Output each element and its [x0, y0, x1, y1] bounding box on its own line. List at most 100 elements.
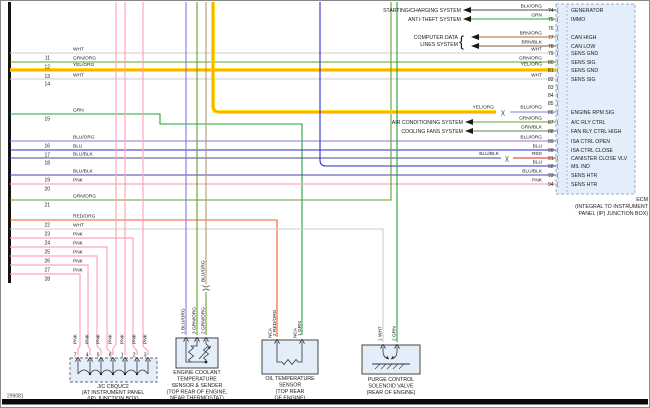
- terminal-chevron: [134, 356, 140, 362]
- ecm-pin-num: 85: [548, 101, 554, 107]
- wire-pin-label: 1 WHT: [378, 326, 384, 341]
- pin-num: 17: [44, 153, 50, 159]
- splice-rpm: )(: [501, 111, 505, 117]
- resistor-symbol: [187, 345, 195, 363]
- purge-wire: [390, 347, 398, 360]
- label-canister-left: BLU/BLK: [479, 151, 500, 157]
- pin-num: 5: [97, 353, 100, 359]
- oil-caption-1: OIL TEMPERATURE: [265, 376, 315, 382]
- pin-terminal: (: [557, 25, 560, 32]
- doc-number: 299081: [7, 394, 24, 400]
- pin-terminal: (: [557, 50, 560, 57]
- wire-color-label: BLU: [533, 144, 543, 150]
- purge-caption-2: SOLENOID VALVE: [368, 384, 414, 390]
- pin-num: 2: [133, 353, 136, 359]
- terminal-chevron: [75, 356, 81, 362]
- jc-caption-3: (IP) JUNCTION BOX): [87, 396, 138, 402]
- wire-color-label: RED/ORG: [73, 214, 96, 220]
- ecm-pin-num: 90: [548, 148, 554, 154]
- terminal-chevron: [274, 338, 280, 344]
- ecm-signal: CANISTER CLOSE VLV: [571, 156, 628, 162]
- computer-data-brace: {: [459, 34, 464, 51]
- ecm-signal: ENGINE RPM SIG: [571, 110, 614, 116]
- wire-color-label: WHT: [73, 47, 84, 53]
- coolant-wire: [191, 340, 198, 347]
- purge-caption-1: PURGE CONTROL: [368, 377, 414, 383]
- pin-terminal: (: [557, 138, 560, 145]
- ecm-pin-num: 77: [548, 35, 554, 41]
- jc-loop: [112, 369, 126, 375]
- wire-color-label: WHT: [73, 223, 84, 229]
- nca-label: NCA: [268, 327, 274, 338]
- terminal-chevron: [98, 356, 104, 362]
- ecm-pin-num: 79: [548, 51, 554, 57]
- wire-color-label: GRN/ORG: [73, 194, 96, 200]
- oil-caption-3: (TOP REAR: [276, 389, 305, 395]
- splice-coolant: [202, 285, 210, 291]
- ecm-pin-numbers: 74 75 76 77 78 79 80 81 82 83 84 85 86 8…: [548, 8, 554, 188]
- ecm-wire-colors: BLK/ORG GRN BRN/ORG BRN/BLK WHT GRN/ORG …: [519, 4, 543, 184]
- pin-num: 26: [44, 259, 50, 265]
- wire-color-label: PNK: [132, 333, 138, 344]
- bottom-bar: [2, 399, 648, 405]
- ecm-signal: SENS GND: [571, 68, 598, 74]
- wires-left: [10, 2, 556, 355]
- jc-loop: [77, 369, 91, 375]
- ecm-signal: A/C RLY CTRL: [571, 120, 606, 126]
- resistor-symbol: [281, 358, 299, 366]
- terminal-chevron: [183, 336, 189, 342]
- wire-23-wht: [10, 228, 384, 342]
- ecm-signal: SENS HTR: [571, 182, 597, 188]
- wire-pin-label: 2 RED/ORG: [272, 309, 278, 336]
- pin-num: 28: [44, 277, 50, 283]
- wire-color-label: BLU/BLK: [73, 152, 94, 158]
- terminal-chevron: [87, 356, 93, 362]
- label-rpm-left: YEL/ORG: [473, 105, 495, 111]
- wire-color-label: WHT: [531, 47, 542, 53]
- wire-color-label: BLU: [73, 144, 83, 150]
- arrow-can-high: [471, 34, 479, 40]
- wire-color-label: WHT: [73, 73, 84, 79]
- junction-dot: [111, 372, 115, 376]
- offpage-starting-charging: STARTING/CHARGING SYSTEM: [383, 8, 461, 14]
- ecm-pin-terminals: ( ( ( ( ( ( ( ( ( ( ( ( ( ( ( ( ( ( ( ( …: [557, 7, 560, 188]
- pin-num: 25: [44, 250, 50, 256]
- pin-terminal: (: [557, 16, 560, 23]
- wire-color-label: PNK: [73, 333, 79, 344]
- splice-upper-color-label: BLU/ORG: [201, 260, 207, 282]
- wire-color-label: GRN: [531, 13, 542, 19]
- purge-internals: [372, 347, 410, 370]
- offpage-air-conditioning: AIR CONDITIONING SYSTEM: [392, 120, 463, 126]
- terminal-chevron: [394, 343, 400, 349]
- wire-color-label: BRN/BLK: [521, 40, 542, 46]
- terminal-chevron: [110, 356, 116, 362]
- pin-terminal: (: [557, 92, 560, 99]
- coolant-caption-4: (TOP REAR OF ENGINE,: [167, 390, 228, 396]
- offpage-arrows: [463, 7, 479, 134]
- ecm-caption-2: (INTEGRAL TO INSTRUMENT: [575, 204, 649, 210]
- junction-dot: [204, 360, 208, 364]
- pin-num: 15: [44, 117, 50, 123]
- wire-21-grnorg: [10, 2, 392, 201]
- wire-pin-label: 1 BLU/ORG: [181, 308, 187, 334]
- coolant-caption-2: TEMPERATURE: [177, 377, 217, 383]
- junction-dot: [99, 372, 103, 376]
- terminal-chevron: [194, 336, 200, 342]
- ecm-pin-num: 87: [548, 120, 554, 126]
- pin-num: 19: [44, 178, 50, 184]
- wire-color-label: PNK: [73, 250, 84, 256]
- ecm-pin-num: 83: [548, 85, 554, 91]
- wire-color-label: PNK: [143, 333, 149, 344]
- junction-dot: [123, 372, 127, 376]
- pin-terminal: (: [557, 59, 560, 66]
- pin-num: 27: [44, 268, 50, 274]
- ecm-caption-3: PANEL (IP) JUNCTION BOX): [579, 211, 649, 217]
- wire-color-label: GRN: [73, 108, 84, 114]
- wire-color-label: PNK: [120, 333, 126, 344]
- ecm-caption-1: ECM: [636, 197, 648, 203]
- pin-num: 16: [44, 144, 50, 150]
- wire-color-label: GRN/ORG: [73, 56, 96, 62]
- ecm-signal: SENS SIG: [571, 60, 596, 66]
- ecm-signal: ISA CTRL CLOSE: [571, 148, 613, 154]
- pin-num: 12: [44, 65, 50, 71]
